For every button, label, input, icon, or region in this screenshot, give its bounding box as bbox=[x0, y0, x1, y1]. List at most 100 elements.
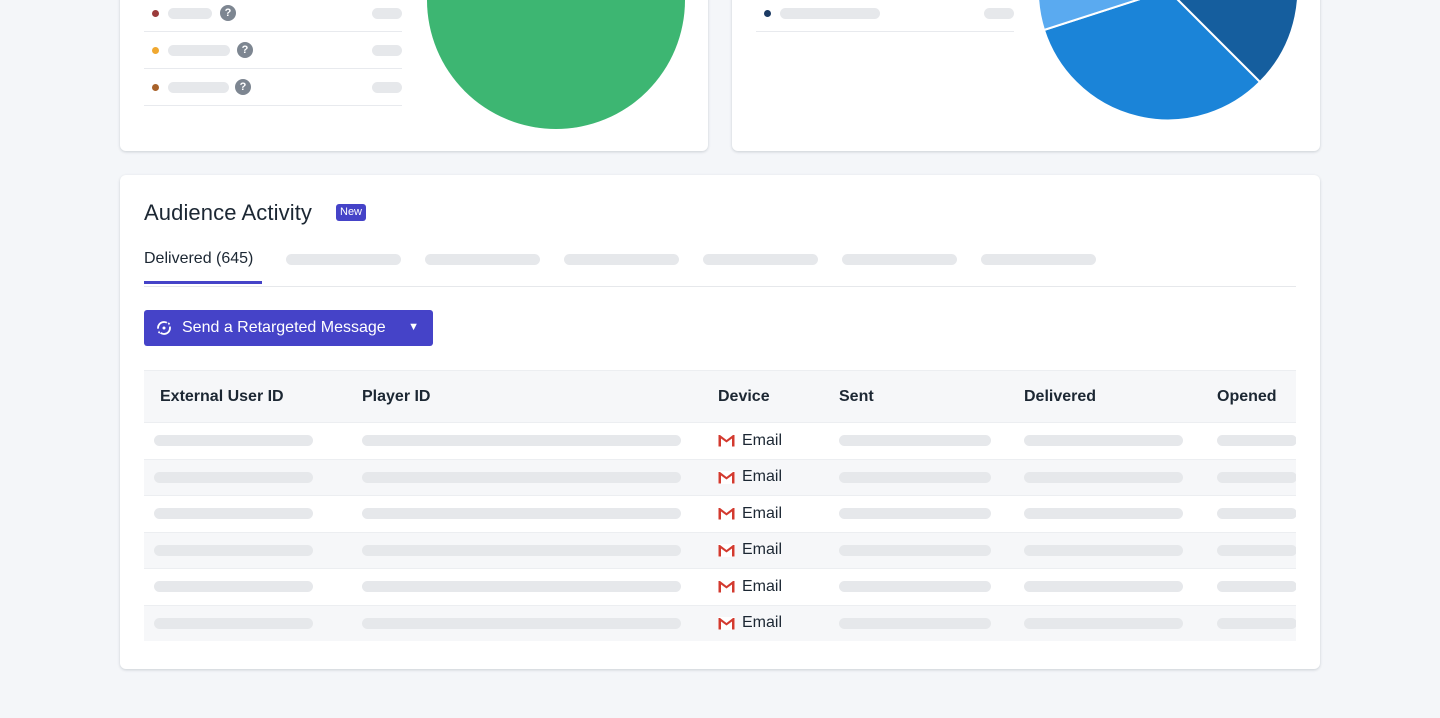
sent-placeholder bbox=[839, 581, 991, 593]
summary-card-right bbox=[732, 0, 1320, 151]
gmail-icon bbox=[718, 616, 735, 630]
tab-placeholder[interactable] bbox=[286, 254, 401, 265]
opened-placeholder bbox=[1217, 435, 1296, 447]
table-row[interactable]: Email bbox=[144, 495, 1296, 532]
player-id-placeholder bbox=[362, 544, 681, 556]
legend-label-placeholder bbox=[168, 82, 229, 93]
delivered-placeholder bbox=[1024, 581, 1183, 593]
legend-value-placeholder bbox=[372, 45, 402, 56]
delivered-placeholder bbox=[1024, 617, 1183, 629]
device-label: Email bbox=[742, 431, 783, 449]
device-cell: Email bbox=[718, 578, 839, 596]
audience-table: External User ID Player ID Device Sent D… bbox=[144, 370, 1296, 641]
column-header-sent[interactable]: Sent bbox=[839, 370, 1024, 423]
external-user-id-placeholder bbox=[154, 435, 313, 447]
column-header-external-user-id[interactable]: External User ID bbox=[144, 370, 362, 423]
help-icon[interactable]: ? bbox=[237, 42, 253, 58]
delivered-placeholder bbox=[1024, 508, 1183, 520]
device-cell: Email bbox=[718, 614, 839, 632]
summary-card-left: ? ? ? bbox=[120, 0, 708, 151]
column-header-player-id[interactable]: Player ID bbox=[362, 370, 718, 423]
player-id-placeholder bbox=[362, 471, 681, 483]
sent-placeholder bbox=[839, 508, 991, 520]
legend-dot bbox=[152, 84, 159, 91]
legend-row: ? bbox=[144, 0, 402, 32]
table-row[interactable]: Email bbox=[144, 459, 1296, 496]
legend-row: ? bbox=[144, 69, 402, 106]
delivered-placeholder bbox=[1024, 435, 1183, 447]
section-title: Audience Activity bbox=[144, 200, 313, 225]
legend-value-placeholder bbox=[372, 8, 402, 19]
legend-row bbox=[756, 0, 1014, 32]
column-header-opened[interactable]: Opened bbox=[1217, 370, 1296, 423]
legend-label-placeholder bbox=[168, 8, 212, 19]
table-row[interactable]: Email bbox=[144, 422, 1296, 459]
external-user-id-placeholder bbox=[154, 617, 313, 629]
send-retargeted-message-button[interactable]: Send a Retargeted Message ▼ bbox=[144, 310, 433, 346]
player-id-placeholder bbox=[362, 617, 681, 629]
pie-slice bbox=[1176, 0, 1298, 84]
help-icon[interactable]: ? bbox=[235, 79, 251, 95]
audience-activity-card: Audience Activity New Delivered (645) Se… bbox=[120, 175, 1320, 669]
tab-placeholder[interactable] bbox=[842, 254, 957, 265]
pie-chart-left bbox=[427, 0, 685, 129]
table-row[interactable]: Email bbox=[144, 568, 1296, 605]
gmail-icon bbox=[718, 434, 735, 448]
device-cell: Email bbox=[718, 468, 839, 486]
legend-dot bbox=[152, 10, 159, 17]
gmail-icon bbox=[718, 543, 735, 557]
external-user-id-placeholder bbox=[154, 544, 313, 556]
external-user-id-placeholder bbox=[154, 508, 313, 520]
device-cell: Email bbox=[718, 505, 839, 523]
column-header-delivered[interactable]: Delivered bbox=[1024, 370, 1217, 423]
legend-label-placeholder bbox=[168, 45, 230, 56]
table-header-row: External User ID Player ID Device Sent D… bbox=[144, 370, 1296, 423]
opened-placeholder bbox=[1217, 471, 1296, 483]
active-tab-indicator bbox=[144, 281, 262, 284]
tab-placeholder[interactable] bbox=[981, 254, 1096, 265]
delivered-placeholder bbox=[1024, 471, 1183, 483]
player-id-placeholder bbox=[362, 581, 681, 593]
opened-placeholder bbox=[1217, 581, 1296, 593]
table-row[interactable]: Email bbox=[144, 605, 1296, 641]
tab-placeholder[interactable] bbox=[425, 254, 540, 265]
delivered-placeholder bbox=[1024, 544, 1183, 556]
legend-dot bbox=[152, 47, 159, 54]
external-user-id-placeholder bbox=[154, 471, 313, 483]
opened-placeholder bbox=[1217, 617, 1296, 629]
device-label: Email bbox=[742, 468, 783, 486]
tab-placeholder[interactable] bbox=[564, 254, 679, 265]
activity-tabs: Delivered (645) bbox=[144, 239, 1296, 287]
legend-value-placeholder bbox=[984, 8, 1014, 19]
gmail-icon bbox=[718, 470, 735, 484]
device-label: Email bbox=[742, 504, 783, 522]
device-label: Email bbox=[742, 541, 783, 559]
pie-slice bbox=[1042, 0, 1262, 120]
external-user-id-placeholder bbox=[154, 581, 313, 593]
retarget-refresh-icon bbox=[157, 321, 171, 335]
sent-placeholder bbox=[839, 435, 991, 447]
new-badge: New bbox=[336, 204, 367, 221]
device-cell: Email bbox=[718, 432, 839, 450]
player-id-placeholder bbox=[362, 435, 681, 447]
gmail-icon bbox=[718, 507, 735, 521]
pie-chart-right bbox=[1038, 0, 1298, 120]
caret-down-icon: ▼ bbox=[408, 321, 419, 333]
column-header-device[interactable]: Device bbox=[718, 370, 839, 423]
device-cell: Email bbox=[718, 541, 839, 559]
tab-delivered[interactable]: Delivered (645) bbox=[144, 250, 254, 267]
table-row[interactable]: Email bbox=[144, 532, 1296, 569]
opened-placeholder bbox=[1217, 544, 1296, 556]
tab-placeholder[interactable] bbox=[703, 254, 818, 265]
pie-slice bbox=[1038, 0, 1141, 32]
help-icon[interactable]: ? bbox=[220, 5, 236, 21]
legend-value-placeholder bbox=[372, 82, 402, 93]
pie-slice bbox=[427, 0, 685, 129]
sent-placeholder bbox=[839, 471, 991, 483]
sent-placeholder bbox=[839, 544, 991, 556]
opened-placeholder bbox=[1217, 508, 1296, 520]
player-id-placeholder bbox=[362, 508, 681, 520]
device-label: Email bbox=[742, 577, 783, 595]
legend-label-placeholder bbox=[780, 8, 880, 19]
button-label: Send a Retargeted Message bbox=[182, 319, 386, 336]
